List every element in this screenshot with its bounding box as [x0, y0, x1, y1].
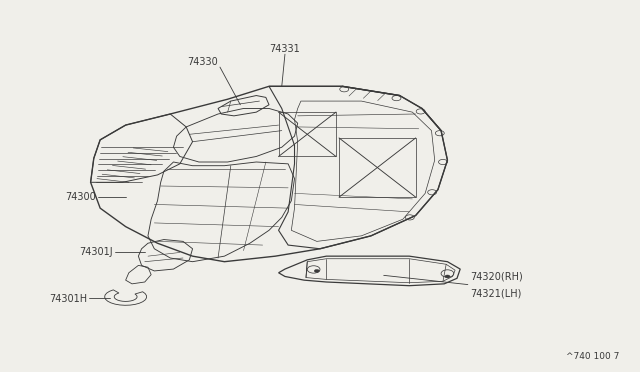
Text: 74330: 74330	[187, 57, 218, 67]
Text: 74301J: 74301J	[79, 247, 113, 257]
Text: 74321(LH): 74321(LH)	[470, 288, 521, 298]
Text: ^740 100 7: ^740 100 7	[566, 352, 620, 361]
Circle shape	[314, 269, 319, 272]
Circle shape	[445, 275, 450, 278]
Text: 74300: 74300	[65, 192, 96, 202]
Text: 74320(RH): 74320(RH)	[470, 272, 522, 282]
Text: 74301H: 74301H	[49, 294, 88, 304]
Text: 74331: 74331	[269, 44, 300, 54]
